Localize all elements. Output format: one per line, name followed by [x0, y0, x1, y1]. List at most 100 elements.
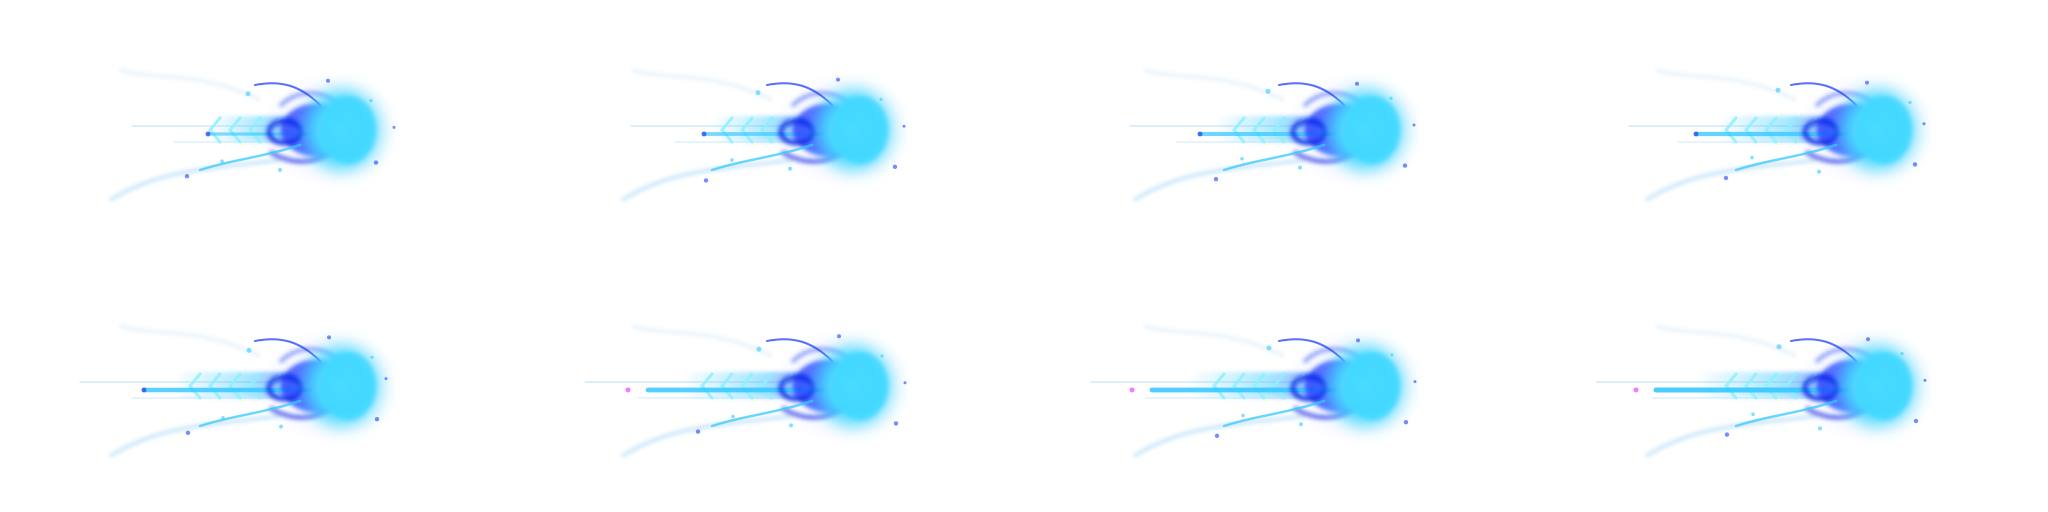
sparkle-dot: [902, 124, 906, 128]
sparkle-dot: [326, 78, 330, 83]
sparkle-dot: [221, 416, 225, 420]
sparkle-dot: [392, 125, 396, 129]
magenta-spark: [1633, 387, 1639, 393]
trail-spark: [205, 131, 211, 137]
sparkle-dot: [1817, 169, 1821, 174]
sparkle-dot: [1299, 422, 1303, 427]
wisp-tail-upper: [631, 69, 773, 101]
wisp-tail-upper: [631, 325, 773, 357]
sparkle-dot: [1923, 378, 1927, 382]
trail-spark: [141, 387, 147, 393]
energy-orb-frame-3: [1024, 0, 1536, 256]
wisp-tail-upper: [119, 69, 261, 101]
sparkle-dot: [1908, 100, 1912, 104]
sparkle-dot: [1355, 81, 1359, 86]
energy-orb-frame-5: [0, 256, 512, 512]
energy-orb-frame-6: [512, 256, 1024, 512]
sparkle-dot: [903, 381, 907, 385]
wisp-tail-upper: [1143, 69, 1285, 101]
wisp-tail-upper: [1655, 69, 1797, 101]
sparkle-dot: [880, 354, 884, 358]
trail-spark: [701, 131, 707, 137]
sparkle-dot: [220, 159, 224, 163]
sparkle-dot: [1723, 175, 1729, 181]
sparkle-dot: [1298, 165, 1302, 170]
wisp-tail-lower: [1645, 414, 1817, 458]
sparkle-dot: [731, 414, 735, 419]
sparkle-dot: [374, 417, 380, 422]
sparkle-dot: [755, 90, 761, 96]
sparkle-dot: [1413, 380, 1417, 384]
sparkle-dot: [245, 91, 251, 97]
sparkle-dot: [789, 423, 793, 428]
sparkle-dot: [369, 99, 373, 103]
sparkle-dot: [370, 355, 374, 359]
core: [1856, 352, 1912, 420]
sparkle-dot: [1900, 352, 1904, 356]
sparkle-dot: [1912, 162, 1918, 167]
sparkle-dot: [384, 377, 388, 381]
sparkle-dot: [185, 430, 191, 435]
wisp-tail-lower: [1133, 158, 1305, 202]
sparkle-dot: [1403, 420, 1409, 425]
wisp-tail-lower: [109, 414, 281, 458]
sparkle-dot: [1724, 432, 1730, 437]
sparkle-dot: [327, 335, 331, 340]
sparkle-dot: [1390, 353, 1394, 357]
magenta-spark: [625, 387, 631, 393]
sparkle-dot: [1751, 412, 1755, 416]
sparkle-dot: [1913, 418, 1919, 424]
wisp-tail-lower: [621, 158, 793, 202]
sparkle-dot: [1412, 123, 1416, 127]
core: [320, 96, 376, 164]
sparkle-dot: [246, 347, 252, 353]
wisp-tail-lower: [621, 414, 793, 458]
sparkle-dot: [836, 77, 840, 82]
sparkle-dot: [893, 421, 899, 426]
wisp-tail-upper: [1655, 325, 1797, 357]
sparkle-dot: [1389, 96, 1393, 100]
sparkle-dot: [1265, 88, 1271, 94]
trail-spark: [1693, 131, 1699, 137]
sparkle-dot: [1865, 80, 1869, 85]
energy-orb-frame-7: [1024, 256, 1536, 512]
wisp-tail-upper: [119, 325, 261, 357]
sparkle-dot: [1213, 177, 1219, 182]
sparkle-dot: [837, 334, 841, 339]
sparkle-dot: [1776, 344, 1782, 350]
sparkle-dot: [1356, 338, 1360, 343]
energy-orb-frame-2: [512, 0, 1024, 256]
core: [832, 352, 888, 420]
sparkle-dot: [730, 158, 734, 162]
sparkle-dot: [1922, 122, 1926, 126]
sparkle-dot: [184, 174, 190, 179]
sparkle-dot: [703, 178, 709, 183]
core: [1856, 96, 1912, 164]
magenta-spark: [1129, 387, 1135, 393]
sparkle-dot: [879, 97, 883, 101]
energy-orb-frame-1: [0, 0, 512, 256]
sparkle-dot: [1818, 426, 1822, 431]
sparkle-dot: [788, 166, 792, 171]
core: [832, 96, 888, 164]
sparkle-dot: [1241, 413, 1245, 418]
sparkle-dot: [278, 168, 282, 172]
trail-spark: [1197, 131, 1203, 137]
sparkle-dot: [1775, 87, 1781, 93]
sparkle-dot: [892, 164, 898, 169]
core: [1344, 352, 1400, 420]
sparkle-dot: [1266, 345, 1272, 351]
sparkle-dot: [373, 160, 379, 165]
wisp-tail-lower: [1133, 414, 1305, 458]
sparkle-dot: [1402, 163, 1408, 168]
wisp-tail-lower: [109, 158, 281, 202]
sparkle-dot: [756, 346, 762, 352]
energy-orb-frame-8: [1536, 256, 2048, 512]
wisp-tail-lower: [1645, 158, 1817, 202]
sparkle-dot: [279, 424, 283, 429]
core: [320, 352, 376, 420]
energy-orb-frame-4: [1536, 0, 2048, 256]
core: [1344, 96, 1400, 164]
wisp-tail-upper: [1143, 325, 1285, 357]
